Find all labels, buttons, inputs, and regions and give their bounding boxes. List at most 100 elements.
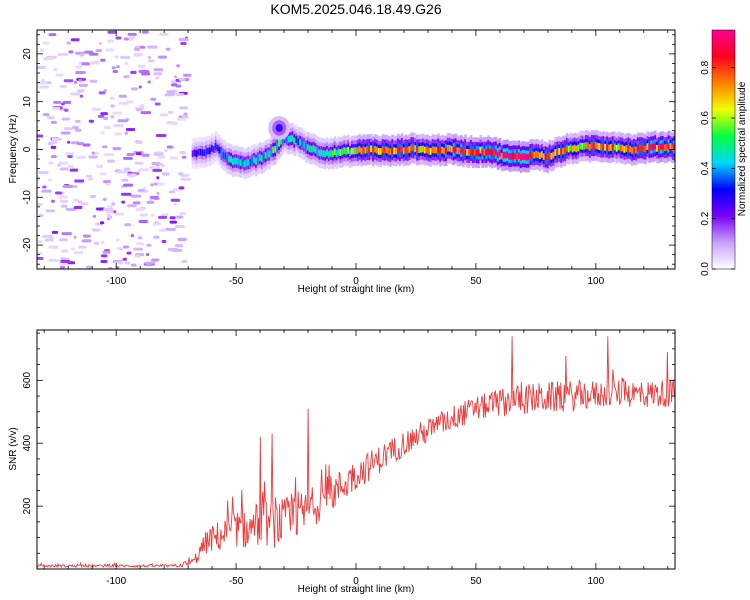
noise-cell	[157, 182, 165, 186]
ridge-cell	[276, 142, 279, 150]
noise-cell	[170, 198, 181, 202]
ridge-cell	[368, 146, 371, 153]
noise-cell	[60, 204, 68, 208]
noise-cell	[111, 202, 115, 206]
noise-cell	[152, 168, 163, 172]
ridge-cell	[354, 147, 358, 155]
ridge-cell	[610, 144, 613, 151]
y-tick-label: 20	[22, 48, 33, 60]
ridge-cell	[224, 152, 227, 160]
ridge-cell	[560, 149, 563, 156]
ridge-cell	[308, 145, 312, 152]
ridge-cell	[400, 145, 404, 152]
colorbar-gradient	[711, 29, 736, 270]
ridge-cell	[331, 150, 335, 158]
noise-cell	[178, 38, 189, 42]
ridge-cell	[642, 145, 646, 152]
noise-cell	[176, 64, 180, 68]
ridge-cell	[665, 144, 669, 151]
ridge-cell	[278, 139, 281, 147]
noise-cell	[134, 254, 141, 258]
noise-cell	[51, 140, 58, 144]
snr-background	[37, 330, 675, 569]
noise-cell	[138, 85, 142, 89]
ridge-cell	[302, 141, 306, 149]
ridge-cell	[617, 143, 621, 151]
noise-cell	[121, 200, 126, 204]
ridge-cell	[418, 146, 421, 153]
noise-cell	[179, 151, 186, 155]
noise-cell	[71, 247, 76, 251]
ridge-cell	[266, 150, 269, 158]
ridge-cell	[500, 152, 504, 160]
ridge-cell	[210, 145, 214, 152]
spectrogram-x-ticks: -100 -50 0 50 100	[43, 30, 669, 287]
ridge-cell	[644, 145, 647, 153]
noise-cell	[130, 70, 137, 74]
noise-cell	[92, 60, 100, 64]
noise-cell	[60, 257, 67, 261]
ridge-cell	[304, 143, 308, 151]
noise-cell	[141, 153, 150, 157]
ridge-cell	[272, 146, 275, 154]
ridge-cell	[575, 145, 578, 153]
noise-cell	[103, 89, 107, 93]
noise-cell	[155, 76, 160, 80]
ridge-cell	[579, 142, 582, 150]
ridge-cell	[255, 157, 258, 165]
noise-cell	[122, 156, 133, 160]
ridge-cell	[667, 142, 670, 150]
ridge-cell	[358, 145, 362, 153]
ridge-cell	[460, 146, 463, 154]
noise-cell	[116, 266, 120, 269]
noise-cell	[181, 115, 189, 119]
noise-cell	[159, 228, 167, 232]
ridge-cell	[291, 134, 294, 142]
ridge-cell	[512, 152, 515, 160]
ridge-cell	[205, 148, 208, 156]
noise-cell	[67, 164, 74, 168]
ridge-cell	[314, 146, 317, 154]
ridge-cell	[253, 156, 256, 163]
noise-cell	[141, 72, 151, 76]
noise-cell	[100, 131, 105, 135]
ridge-cell	[558, 148, 561, 155]
ridge-cell	[279, 137, 283, 145]
noise-cell	[51, 230, 59, 234]
chart-title: KOM5.2025.046.18.49.G26	[270, 1, 441, 17]
ridge-cell	[623, 146, 626, 153]
ridge-cell	[337, 148, 340, 156]
ridge-cell	[592, 142, 596, 150]
noise-cell	[111, 66, 116, 70]
noise-cell	[37, 256, 44, 260]
ridge-cell	[443, 147, 446, 155]
ridge-cell	[360, 147, 363, 155]
ridge-cell	[393, 147, 396, 155]
ridge-cell	[425, 146, 429, 154]
noise-cell	[133, 47, 141, 51]
colorbar: 0.0 0.2 0.4 0.6 0.8 Normalized spectral ampl…	[700, 29, 748, 276]
noise-cell	[165, 227, 176, 231]
ridge-cell	[364, 147, 367, 154]
noise-cell	[48, 258, 60, 262]
ridge-cell	[395, 147, 398, 155]
ridge-cell	[550, 152, 553, 160]
noise-cell	[57, 52, 69, 56]
ridge-cell	[485, 149, 488, 156]
noise-cell	[100, 58, 106, 62]
noise-cell	[69, 168, 79, 172]
ridge-cell	[201, 149, 204, 156]
noise-cell	[179, 106, 189, 110]
ridge-cell	[406, 147, 410, 154]
noise-cell	[48, 161, 54, 165]
ridge-cell	[262, 154, 266, 161]
noise-cell	[91, 107, 101, 111]
noise-cell	[138, 70, 150, 74]
ridge-cell	[533, 151, 536, 159]
ridge-cell	[671, 144, 674, 152]
noise-cell	[99, 165, 103, 169]
ridge-cell	[479, 146, 482, 154]
ridge-cell	[452, 146, 456, 154]
noise-cell	[82, 234, 91, 238]
